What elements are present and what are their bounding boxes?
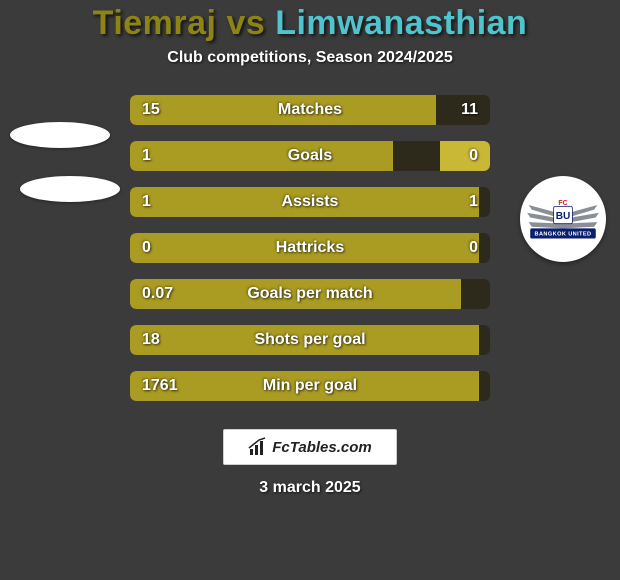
stat-bar-track (130, 325, 490, 355)
team-badge-placeholder-left (10, 122, 110, 148)
brand-text: FcTables.com (272, 439, 371, 456)
stat-bar-gap (479, 325, 490, 355)
infographic-container: Tiemraj vs Limwanasthian Club competitio… (0, 0, 620, 580)
stat-bar-gap (479, 187, 490, 217)
stat-bar-left-fill (130, 141, 393, 171)
stat-bar-gap (479, 233, 490, 263)
stat-bar-gap (436, 95, 490, 125)
stat-bar-right-fill (440, 141, 490, 171)
stat-bar-left-fill (130, 279, 461, 309)
stat-row: 0Hattricks0 (130, 233, 490, 263)
stat-bar-left-fill (130, 95, 436, 125)
stat-bar-track (130, 279, 490, 309)
brand-watermark: FcTables.com (223, 429, 397, 465)
svg-text:BANGKOK UNITED: BANGKOK UNITED (535, 231, 592, 237)
stat-bar-track (130, 371, 490, 401)
stat-bar-gap (393, 141, 440, 171)
stat-row: 15Matches11 (130, 95, 490, 125)
stat-bar-track (130, 141, 490, 171)
stat-row: 0.07Goals per match (130, 279, 490, 309)
stat-row: 1761Min per goal (130, 371, 490, 401)
team-badge-placeholder-left (20, 176, 120, 202)
title-vs: vs (217, 4, 276, 42)
stat-bar-left-fill (130, 233, 479, 263)
brand-chart-icon (248, 437, 268, 457)
subtitle: Club competitions, Season 2024/2025 (0, 49, 620, 67)
team-crest-icon: BU FC BANGKOK UNITED (524, 186, 602, 252)
stat-row: 18Shots per goal (130, 325, 490, 355)
player1-name: Tiemraj (93, 4, 217, 42)
stat-bar-left-fill (130, 187, 479, 217)
stat-row: 1Goals0 (130, 141, 490, 171)
stat-bar-track (130, 187, 490, 217)
stat-bar-gap (461, 279, 490, 309)
stat-bar-gap (479, 371, 490, 401)
stat-bar-track (130, 233, 490, 263)
team-badge-right: BU FC BANGKOK UNITED (520, 176, 606, 262)
svg-text:BU: BU (556, 211, 571, 222)
comparison-title: Tiemraj vs Limwanasthian (0, 4, 620, 43)
stat-row: 1Assists1 (130, 187, 490, 217)
player2-name: Limwanasthian (275, 4, 527, 42)
stat-bar-track (130, 95, 490, 125)
stat-bar-left-fill (130, 371, 479, 401)
date-label: 3 march 2025 (0, 479, 620, 497)
svg-text:FC: FC (558, 200, 567, 207)
stat-bar-left-fill (130, 325, 479, 355)
